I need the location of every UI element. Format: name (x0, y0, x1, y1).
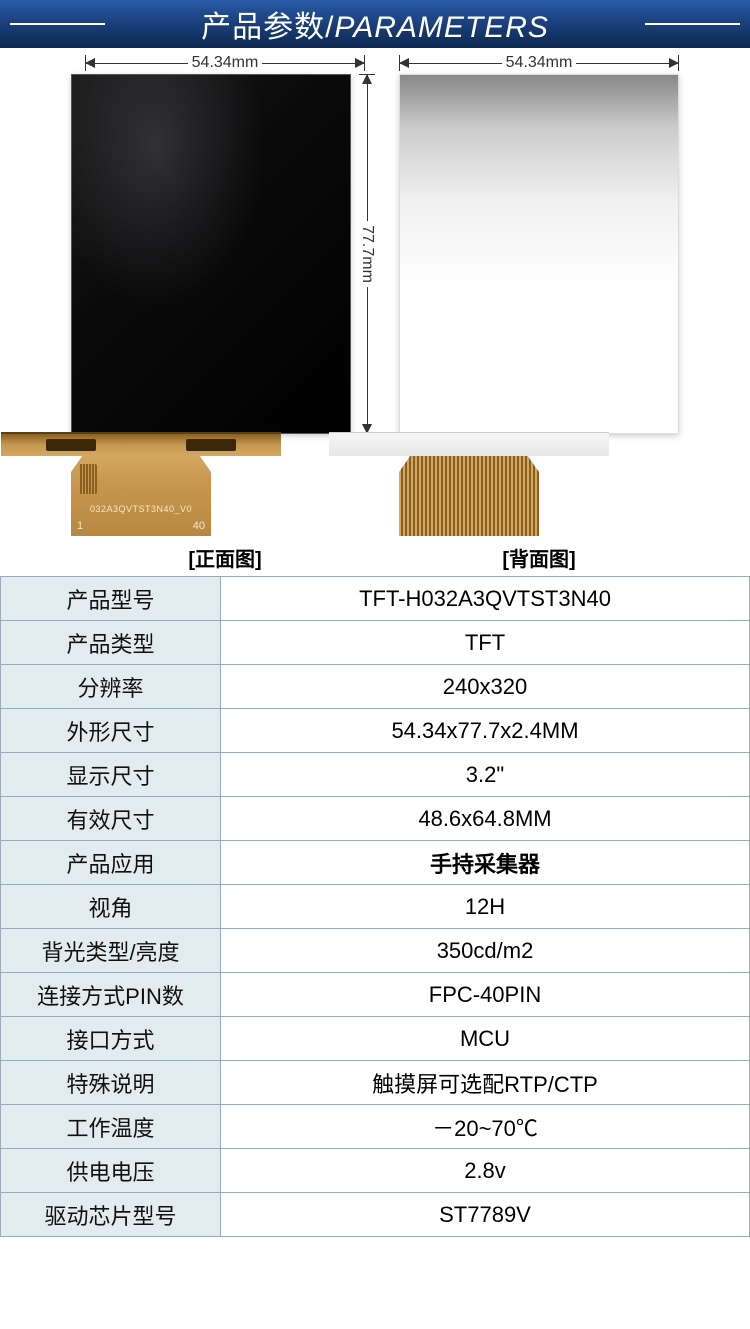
spec-value: 触摸屏可选配RTP/CTP (221, 1061, 750, 1105)
spec-label: 供电电压 (1, 1149, 221, 1193)
title-cn: 产品参数 (201, 11, 325, 44)
spec-table: 产品型号TFT-H032A3QVTST3N40产品类型TFT分辨率240x320… (0, 576, 750, 1237)
front-screen (71, 74, 351, 434)
front-connector: 032A3QVTST3N40_V0 1 40 (71, 432, 211, 537)
spec-label: 产品型号 (1, 577, 221, 621)
spec-label: 产品应用 (1, 841, 221, 885)
front-height-dimension: 77.7mm (355, 74, 379, 434)
spec-label: 连接方式PIN数 (1, 973, 221, 1017)
spec-label: 显示尺寸 (1, 753, 221, 797)
table-row: 产品类型TFT (1, 621, 750, 665)
ribbon-pin-labels: 1 40 (71, 520, 211, 532)
table-row: 接口方式MCU (1, 1017, 750, 1061)
table-row: 连接方式PIN数FPC-40PIN (1, 973, 750, 1017)
spec-label: 外形尺寸 (1, 709, 221, 753)
back-ribbon-cable (399, 456, 539, 536)
page-header: 产品参数/PARAMETERS (0, 0, 750, 48)
table-row: 供电电压2.8v (1, 1149, 750, 1193)
spec-label: 特殊说明 (1, 1061, 221, 1105)
spec-value: 手持采集器 (221, 841, 750, 885)
spec-value: MCU (221, 1017, 750, 1061)
table-row: 外形尺寸54.34x77.7x2.4MM (1, 709, 750, 753)
spec-value: －20~70℃ (221, 1105, 750, 1149)
front-width-dimension: 54.34mm (85, 52, 365, 74)
front-connector-bar (1, 432, 281, 456)
spec-value: 350cd/m2 (221, 929, 750, 973)
front-width-label: 54.34mm (188, 54, 263, 72)
table-row: 工作温度－20~70℃ (1, 1105, 750, 1149)
table-row: 产品型号TFT-H032A3QVTST3N40 (1, 577, 750, 621)
spec-label: 分辨率 (1, 665, 221, 709)
table-row: 产品应用手持采集器 (1, 841, 750, 885)
pin-start: 1 (77, 520, 83, 532)
back-connector-bar (329, 432, 609, 456)
back-product-body (399, 74, 679, 537)
front-caption: [正面图] (188, 543, 261, 572)
title-en: PARAMETERS (334, 11, 548, 44)
spec-value: FPC-40PIN (221, 973, 750, 1017)
spec-value: 48.6x64.8MM (221, 797, 750, 841)
spec-value: 3.2" (221, 753, 750, 797)
spec-value: 54.34x77.7x2.4MM (221, 709, 750, 753)
spec-label: 视角 (1, 885, 221, 929)
pin-end: 40 (193, 520, 205, 532)
page-title: 产品参数/PARAMETERS (201, 2, 549, 46)
back-caption: [背面图] (502, 543, 575, 572)
ribbon-marking: 032A3QVTST3N40_V0 (71, 504, 211, 514)
table-row: 显示尺寸3.2" (1, 753, 750, 797)
table-row: 分辨率240x320 (1, 665, 750, 709)
table-row: 驱动芯片型号ST7789V (1, 1193, 750, 1237)
front-height-label: 77.7mm (358, 221, 376, 287)
back-screen (399, 74, 679, 434)
back-view-column: 54.34mm [背面图] (399, 52, 679, 572)
spec-label: 背光类型/亮度 (1, 929, 221, 973)
product-images-area: 54.34mm 032A3QVTST3N40_V0 1 40 (0, 48, 750, 572)
spec-label: 产品类型 (1, 621, 221, 665)
table-row: 特殊说明触摸屏可选配RTP/CTP (1, 1061, 750, 1105)
spec-label: 工作温度 (1, 1105, 221, 1149)
back-connector (399, 432, 539, 537)
front-product-body: 032A3QVTST3N40_V0 1 40 77.7mm (71, 74, 379, 537)
table-row: 视角12H (1, 885, 750, 929)
spec-label: 驱动芯片型号 (1, 1193, 221, 1237)
spec-value: 12H (221, 885, 750, 929)
spec-value: ST7789V (221, 1193, 750, 1237)
back-width-dimension: 54.34mm (399, 52, 679, 74)
header-rule-right (645, 23, 740, 25)
spec-value: TFT-H032A3QVTST3N40 (221, 577, 750, 621)
header-rule-left (10, 23, 105, 25)
spec-label: 接口方式 (1, 1017, 221, 1061)
front-view-column: 54.34mm 032A3QVTST3N40_V0 1 40 (71, 52, 379, 572)
front-ribbon-cable: 032A3QVTST3N40_V0 1 40 (71, 456, 211, 536)
back-width-label: 54.34mm (502, 54, 577, 72)
spec-value: 240x320 (221, 665, 750, 709)
table-row: 有效尺寸48.6x64.8MM (1, 797, 750, 841)
spec-label: 有效尺寸 (1, 797, 221, 841)
spec-value: TFT (221, 621, 750, 665)
spec-value: 2.8v (221, 1149, 750, 1193)
table-row: 背光类型/亮度350cd/m2 (1, 929, 750, 973)
